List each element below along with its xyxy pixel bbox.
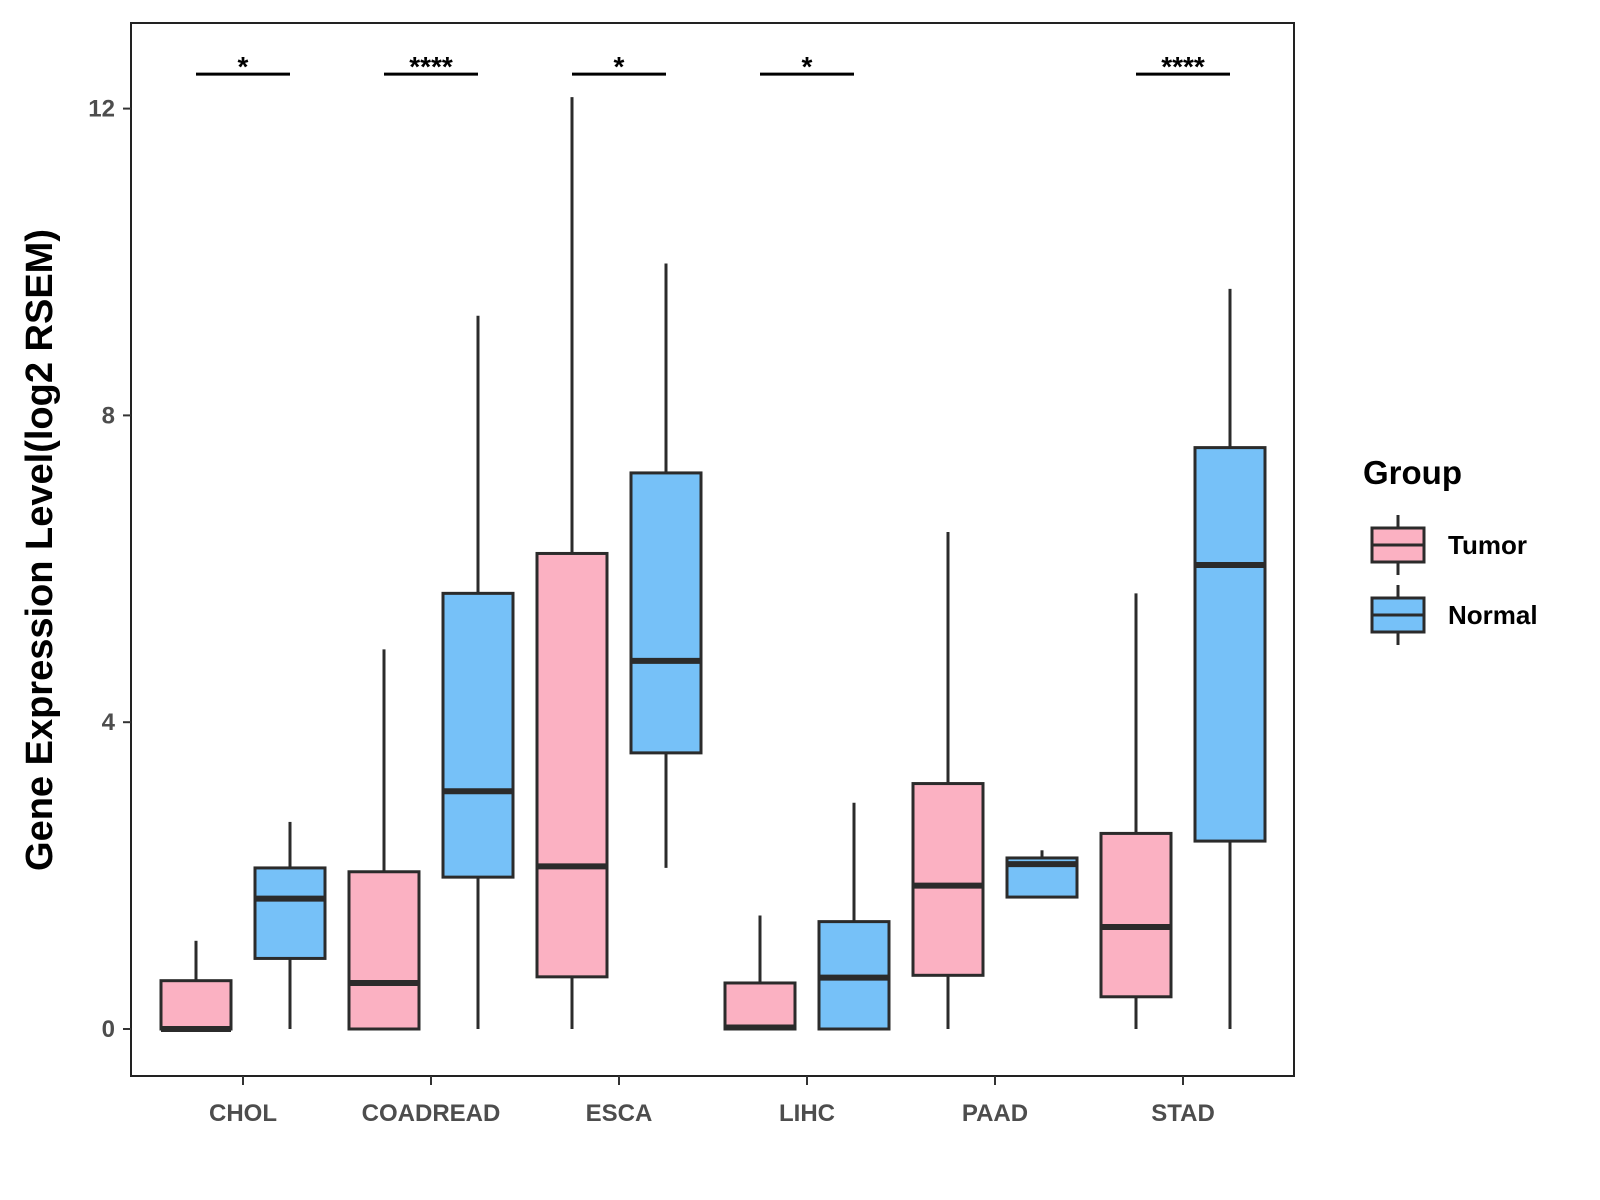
plot-marks: * **** * * **** <box>159 51 1267 1032</box>
significance-label: **** <box>1161 51 1205 82</box>
x-tick-label: STAD <box>1151 1100 1215 1127</box>
legend-title: Group <box>1363 454 1462 491</box>
box-tumor-esca <box>535 97 609 1029</box>
x-tick-label: PAAD <box>962 1100 1028 1127</box>
y-tick-label: 4 <box>102 709 116 736</box>
x-tick-label: CHOL <box>209 1100 277 1127</box>
iqr-box <box>629 471 703 755</box>
iqr-box <box>1099 831 1173 999</box>
box-tumor-chol <box>159 940 233 1032</box>
significance-label: **** <box>409 51 453 82</box>
box-tumor-paad <box>911 531 985 1029</box>
significance-label: * <box>238 51 249 82</box>
legend-label-tumor: Tumor <box>1448 530 1527 560</box>
iqr-box <box>723 981 797 1031</box>
box-normal-coadread <box>441 315 515 1029</box>
iqr-box <box>253 866 327 960</box>
y-axis: 0 4 8 12 <box>88 96 131 1043</box>
box-tumor-coadread <box>347 649 421 1031</box>
significance-label: * <box>614 51 625 82</box>
iqr-box <box>535 551 609 979</box>
box-tumor-lihc <box>723 915 797 1031</box>
box-normal-stad <box>1193 288 1267 1029</box>
box-normal-paad <box>1005 850 1079 899</box>
iqr-box <box>347 870 421 1031</box>
legend-key-tumor <box>1370 515 1426 575</box>
box-tumor-stad <box>1099 593 1173 1029</box>
x-tick-label: COADREAD <box>362 1100 501 1127</box>
iqr-box <box>159 979 233 1031</box>
iqr-box <box>1193 446 1267 843</box>
iqr-box <box>441 591 515 879</box>
x-tick-label: ESCA <box>586 1100 653 1127</box>
x-axis: CHOL COADREAD ESCA LIHC PAAD STAD <box>209 1076 1215 1127</box>
y-tick-label: 12 <box>88 96 115 123</box>
y-tick-label: 8 <box>102 402 115 429</box>
legend: Group Tumor Normal <box>1363 454 1538 645</box>
iqr-box <box>911 782 985 977</box>
box-normal-chol <box>253 821 327 1029</box>
legend-key-normal <box>1370 585 1426 645</box>
box-normal-lihc <box>817 802 891 1031</box>
box-normal-esca <box>629 263 703 868</box>
y-tick-label: 0 <box>102 1016 115 1043</box>
legend-label-normal: Normal <box>1448 600 1538 630</box>
y-axis-title: Gene Expression Level(log2 RSEM) <box>19 229 61 871</box>
significance-label: * <box>802 51 813 82</box>
x-tick-label: LIHC <box>779 1100 835 1127</box>
